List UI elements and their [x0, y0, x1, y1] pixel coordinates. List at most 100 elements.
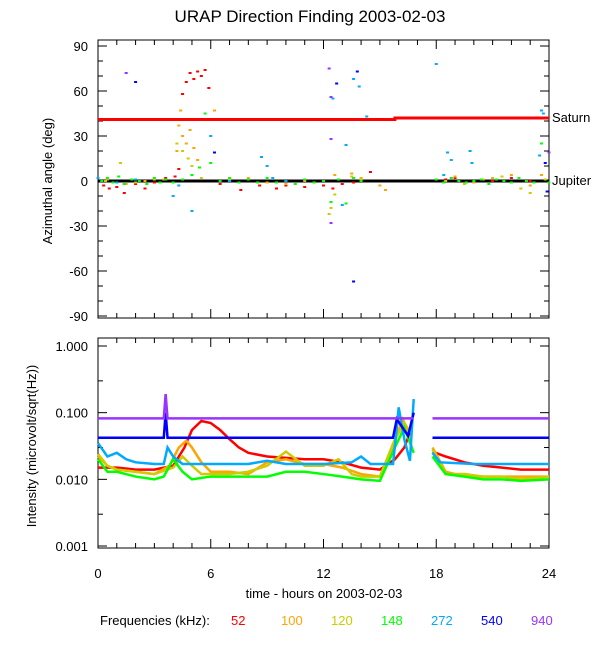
data-point-272khz — [352, 78, 356, 80]
data-point-120khz — [359, 178, 363, 181]
data-point-100khz — [303, 180, 307, 182]
data-point-148khz — [164, 178, 168, 181]
bottom-plot-frame — [97, 337, 550, 549]
data-point-148khz — [547, 181, 551, 184]
y-tick-label: 30 — [74, 129, 88, 144]
data-point-148khz — [359, 180, 363, 182]
data-point-52khz — [275, 187, 279, 190]
data-point-272khz — [177, 184, 181, 187]
data-point-52khz — [122, 192, 126, 194]
data-point-52khz — [164, 177, 168, 179]
data-point-52khz — [199, 75, 203, 77]
data-point-148khz — [322, 180, 325, 182]
y-tick-label: 0 — [81, 174, 88, 189]
data-point-148khz — [442, 181, 446, 184]
data-point-100khz — [384, 189, 388, 191]
data-point-272khz — [190, 210, 194, 212]
data-point-100khz — [453, 175, 457, 178]
reference-label-saturn: Saturn — [552, 110, 590, 125]
series-line-148khz — [97, 424, 415, 483]
data-point-52khz — [528, 180, 532, 182]
data-point-940khz — [547, 151, 551, 154]
data-point-120khz — [350, 175, 354, 178]
data-point-148khz — [434, 178, 438, 181]
data-point-120khz — [444, 180, 448, 182]
data-point-272khz — [271, 177, 275, 179]
data-point-120khz — [199, 177, 203, 179]
data-point-540khz — [335, 82, 339, 85]
data-point-540khz — [543, 162, 547, 164]
data-point-148khz — [539, 142, 543, 145]
data-point-120khz — [190, 165, 194, 167]
data-point-272khz — [259, 156, 263, 158]
intensity-panel: 1.000 0.100 0.010 0.001 0 6 12 18 24 — [55, 337, 556, 581]
data-point-148khz — [509, 181, 513, 184]
data-point-100khz — [213, 109, 217, 112]
data-point-52khz — [491, 180, 495, 182]
data-point-120khz — [462, 183, 466, 185]
data-point-52khz — [322, 184, 325, 187]
data-point-148khz — [190, 174, 194, 176]
series-line-272khz — [96, 398, 415, 466]
data-point-52khz — [352, 181, 356, 184]
data-point-120khz — [228, 178, 232, 181]
data-point-940khz — [329, 138, 333, 140]
data-point-52khz — [509, 177, 513, 179]
series-line-120khz — [97, 419, 414, 478]
legend-entry-148khz: 148 — [381, 613, 403, 628]
data-point-52khz — [152, 181, 156, 184]
data-point-52khz — [188, 72, 192, 74]
data-point-272khz — [344, 144, 348, 146]
data-point-940khz — [329, 96, 333, 98]
data-point-272khz — [96, 177, 100, 179]
data-point-148khz — [197, 166, 201, 169]
data-point-52khz — [453, 177, 457, 179]
data-point-52khz — [284, 184, 288, 187]
data-point-272khz — [434, 63, 438, 65]
data-point-540khz — [545, 190, 549, 193]
data-point-100khz — [196, 159, 200, 161]
data-point-148khz — [100, 180, 104, 182]
data-point-148khz — [122, 183, 126, 185]
x-tick-label: 0 — [94, 566, 101, 581]
x-tick-label: 6 — [207, 566, 214, 581]
data-point-540khz — [355, 70, 359, 73]
data-point-148khz — [209, 162, 213, 164]
data-point-52khz — [239, 189, 243, 191]
data-point-52khz — [218, 183, 222, 185]
data-point-272khz — [284, 180, 288, 182]
data-point-120khz — [333, 193, 337, 196]
x-axis-label: time - hours on 2003-02-03 — [246, 586, 403, 601]
data-point-120khz — [104, 180, 108, 182]
data-point-148khz — [237, 181, 241, 184]
data-point-100khz — [124, 183, 128, 185]
data-point-148khz — [502, 180, 506, 182]
data-point-52khz — [444, 178, 448, 181]
data-point-148khz — [479, 178, 483, 181]
data-point-100khz — [162, 178, 166, 181]
data-point-148khz — [117, 175, 121, 178]
data-point-100khz — [192, 147, 196, 149]
data-point-100khz — [143, 180, 147, 182]
data-point-272khz — [442, 174, 446, 176]
data-point-100khz — [333, 174, 337, 176]
top-y-axis-label: Azimuthal angle (deg) — [40, 118, 55, 244]
data-point-272khz — [134, 178, 138, 181]
data-point-100khz — [528, 184, 532, 187]
y-tick-label: 0.010 — [55, 472, 88, 487]
data-point-940khz — [327, 67, 331, 70]
data-point-52khz — [173, 175, 177, 178]
data-point-148khz — [246, 178, 250, 181]
y-tick-label: 0.100 — [55, 406, 88, 421]
data-point-100khz — [378, 184, 382, 187]
data-point-52khz — [181, 93, 185, 95]
y-tick-label: 0.001 — [55, 539, 88, 554]
y-tick-label: 60 — [74, 84, 88, 99]
data-point-100khz — [179, 109, 183, 112]
data-point-52khz — [196, 70, 200, 73]
series-line-940khz — [98, 393, 414, 420]
data-point-120khz — [134, 181, 138, 184]
data-point-100khz — [188, 129, 192, 131]
data-point-148khz — [494, 178, 498, 181]
data-point-148khz — [137, 180, 141, 182]
